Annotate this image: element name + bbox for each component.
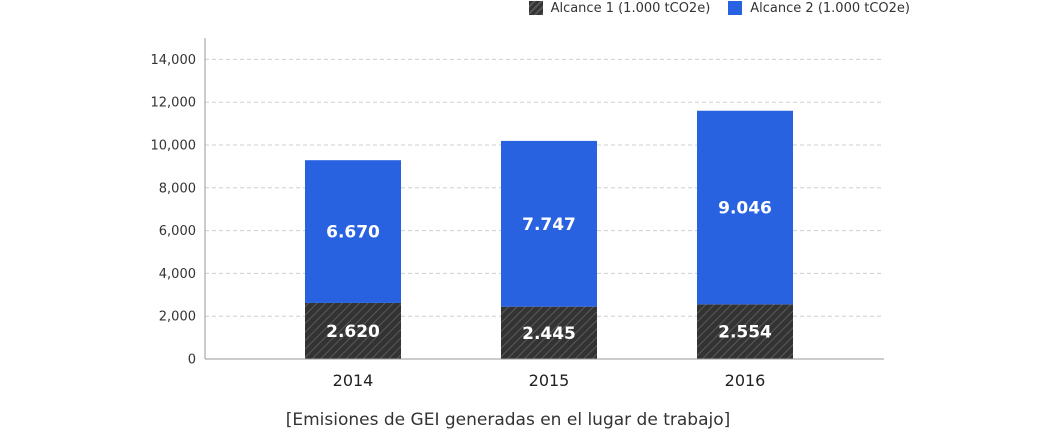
bars bbox=[305, 110, 793, 359]
y-tick-label: 8,000 bbox=[159, 181, 196, 196]
chart-caption: [Emisiones de GEI generadas en el lugar … bbox=[285, 410, 731, 430]
y-tick-label: 2,000 bbox=[159, 310, 196, 325]
data-label-scope1-2015: 2.445 bbox=[522, 324, 576, 344]
bar-scope1-2016 bbox=[697, 304, 793, 359]
x-category-label: 2016 bbox=[725, 371, 766, 390]
bar-scope1-2014 bbox=[305, 302, 401, 359]
y-tick-label: 14,000 bbox=[151, 53, 197, 68]
y-tick-label: 12,000 bbox=[151, 96, 197, 111]
data-label-scope2-2016: 9.046 bbox=[718, 199, 772, 219]
y-tick-label: 0 bbox=[188, 353, 196, 368]
axes bbox=[204, 38, 884, 360]
legend: Alcance 1 (1.000 tCO2e) Alcance 2 (1.000… bbox=[528, 0, 910, 16]
legend-label-scope2: Alcance 2 (1.000 tCO2e) bbox=[750, 0, 910, 16]
data-label-scope1-2014: 2.620 bbox=[326, 322, 380, 342]
data-label-scope2-2014: 6.670 bbox=[326, 223, 380, 243]
y-axis-ticks: 0 2,000 4,000 6,000 8,000 10,000 12,000 14,000 bbox=[151, 53, 197, 368]
data-label-scope1-2016: 2.554 bbox=[718, 323, 772, 343]
x-category-label: 2015 bbox=[529, 371, 570, 390]
y-tick-label: 10,000 bbox=[151, 139, 197, 154]
data-label-scope2-2015: 7.747 bbox=[522, 215, 576, 235]
bar-scope2-2015 bbox=[501, 140, 597, 307]
y-tick-label: 6,000 bbox=[159, 224, 196, 239]
bar-scope2-2016 bbox=[697, 110, 793, 305]
legend-swatch-scope1 bbox=[528, 1, 543, 15]
legend-label-scope1: Alcance 1 (1.000 tCO2e) bbox=[550, 0, 711, 16]
bar-scope2-2014 bbox=[305, 160, 401, 303]
data-labels: 2.620 6.670 2.445 7.747 2.554 9.046 bbox=[326, 199, 772, 344]
legend-item-scope1: Alcance 1 (1.000 tCO2e) bbox=[528, 0, 711, 16]
y-tick-label: 4,000 bbox=[159, 267, 196, 282]
bar-scope1-2015 bbox=[501, 306, 597, 359]
chart: 02,0004,0006,0008,00010,00012,00014,000 … bbox=[151, 38, 884, 390]
x-axis-categories: 2014 2015 2016 bbox=[333, 371, 766, 390]
legend-swatch-scope2 bbox=[728, 1, 743, 15]
x-category-label: 2014 bbox=[333, 371, 374, 390]
legend-item-scope2: Alcance 2 (1.000 tCO2e) bbox=[728, 1, 910, 16]
